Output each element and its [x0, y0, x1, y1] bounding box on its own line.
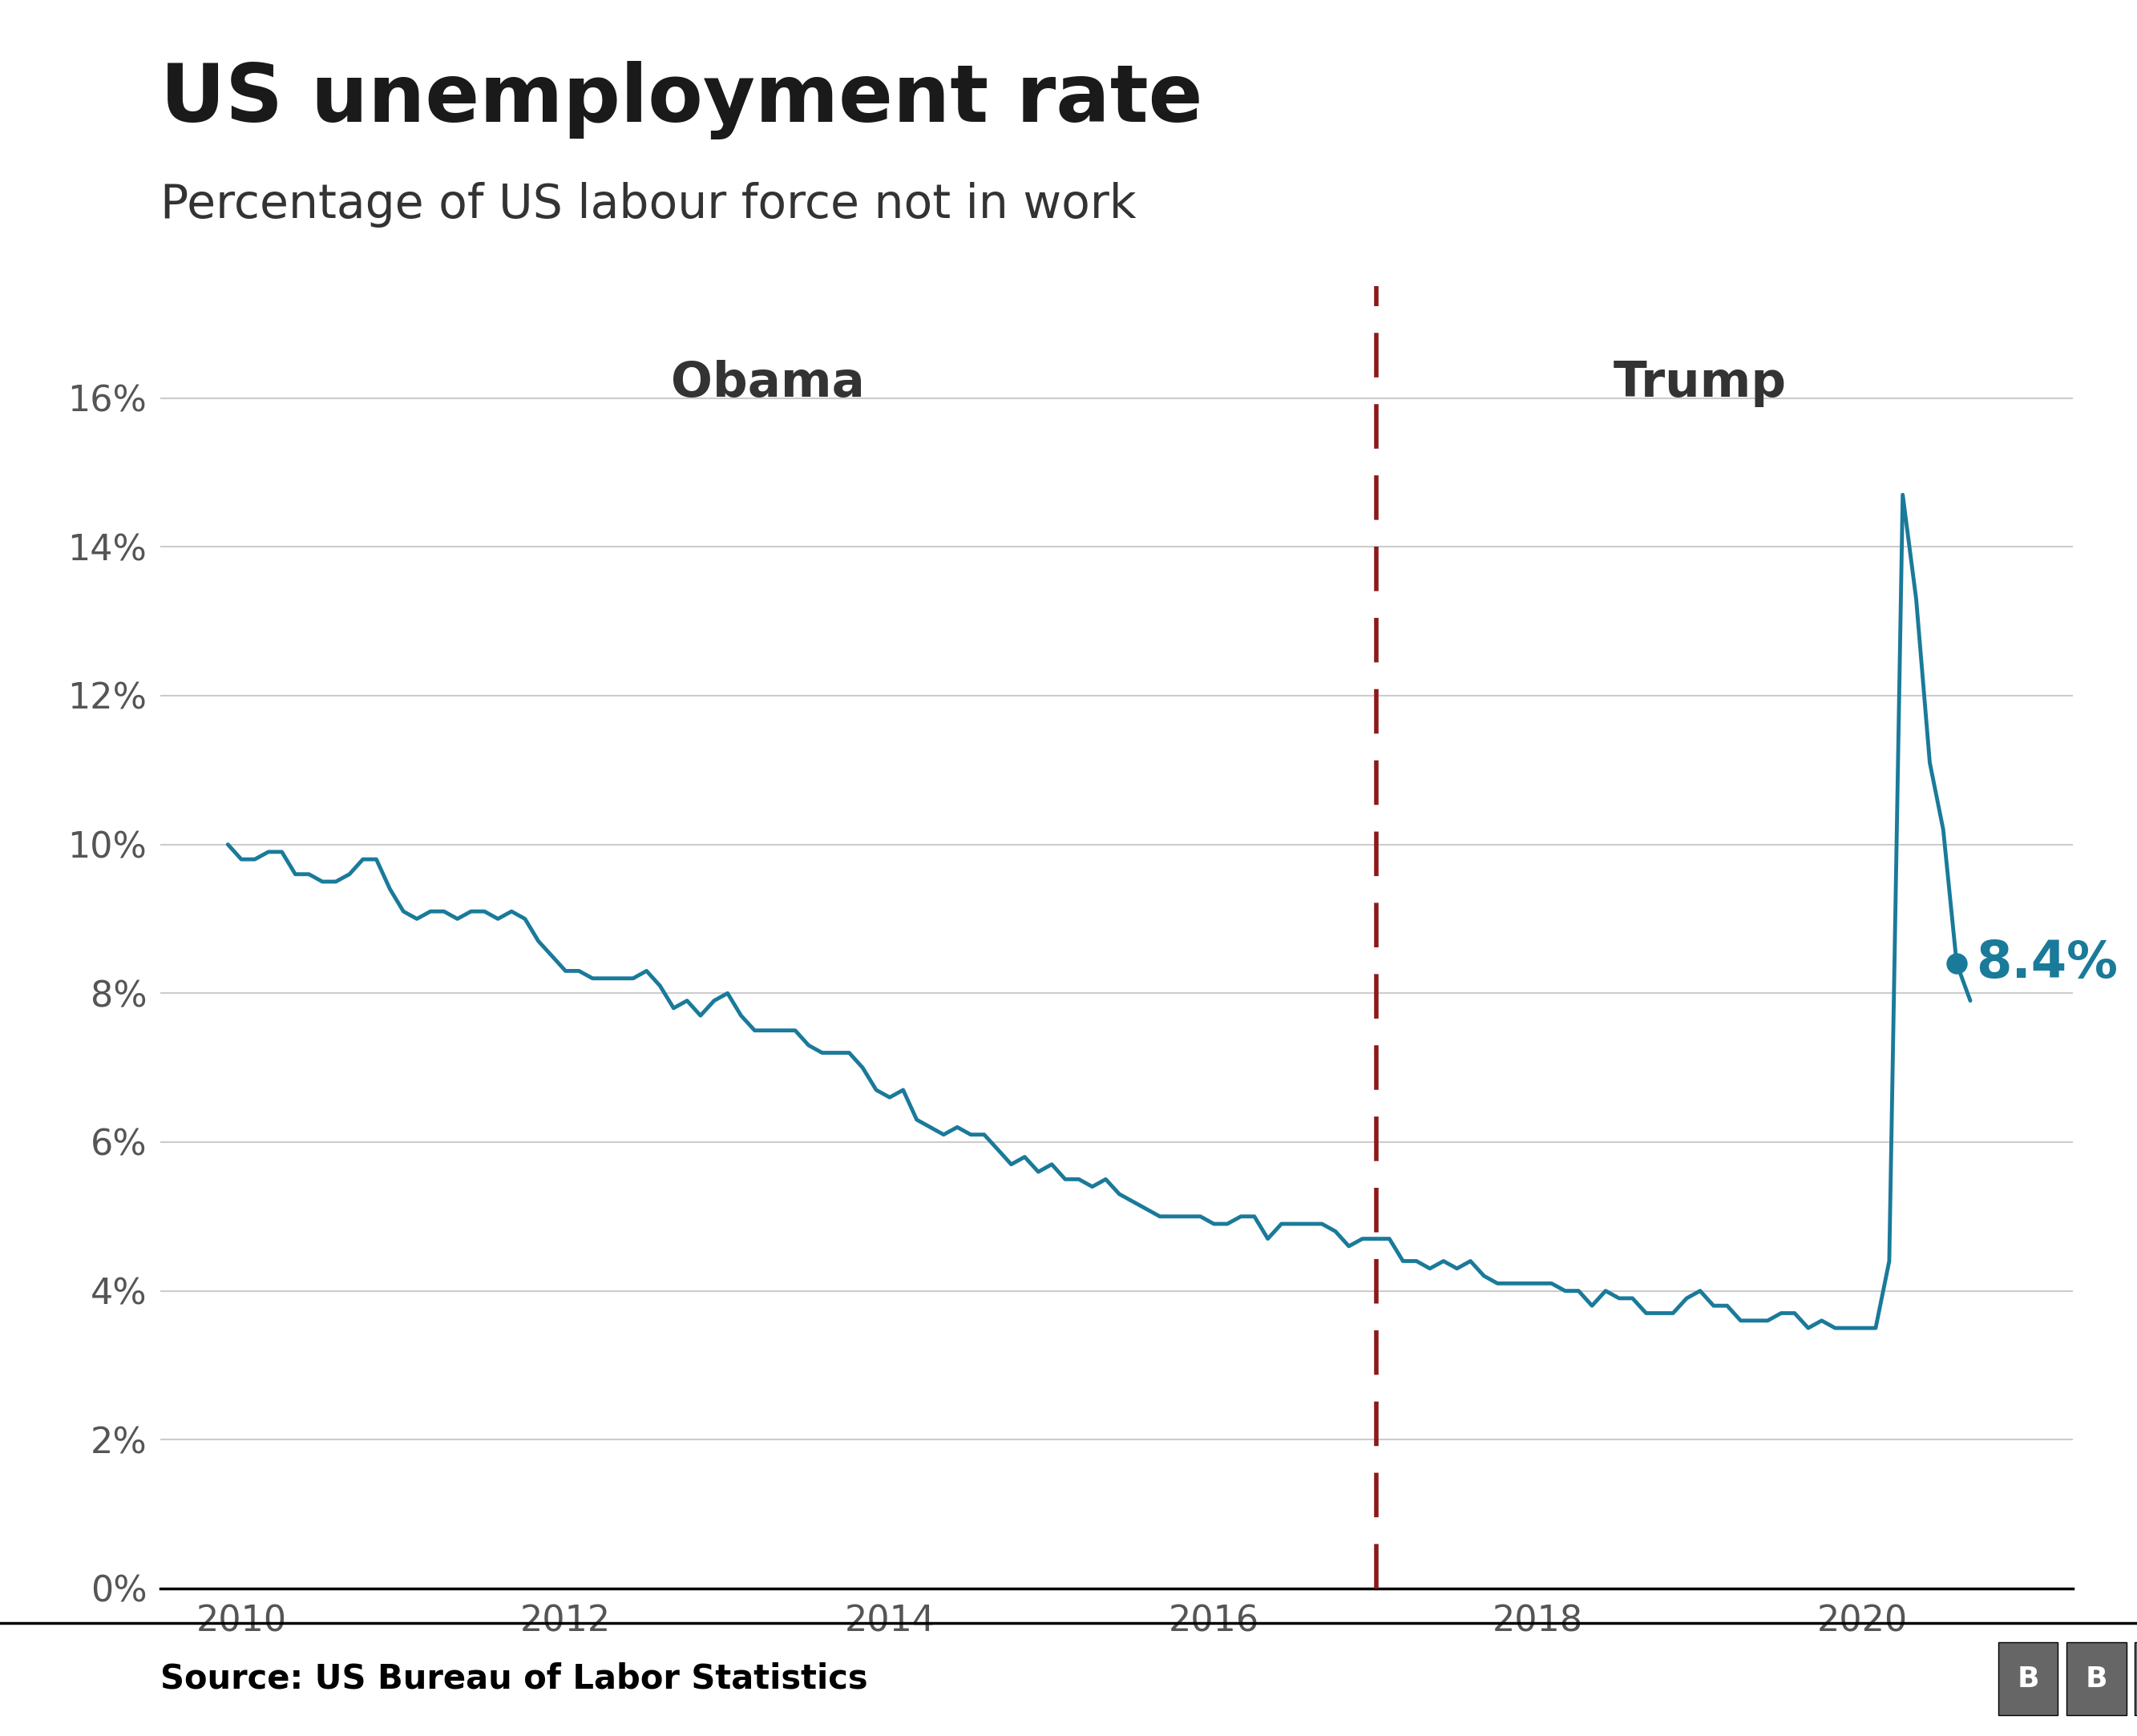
Text: US unemployment rate: US unemployment rate — [160, 61, 1203, 139]
Text: Trump: Trump — [1613, 359, 1787, 406]
Text: Percentage of US labour force not in work: Percentage of US labour force not in wor… — [160, 182, 1137, 227]
Text: B: B — [2086, 1665, 2107, 1693]
Text: B: B — [2017, 1665, 2039, 1693]
Text: Obama: Obama — [671, 359, 865, 406]
Text: Source: US Bureau of Labor Statistics: Source: US Bureau of Labor Statistics — [160, 1661, 868, 1696]
Text: 8.4%: 8.4% — [1977, 939, 2118, 988]
